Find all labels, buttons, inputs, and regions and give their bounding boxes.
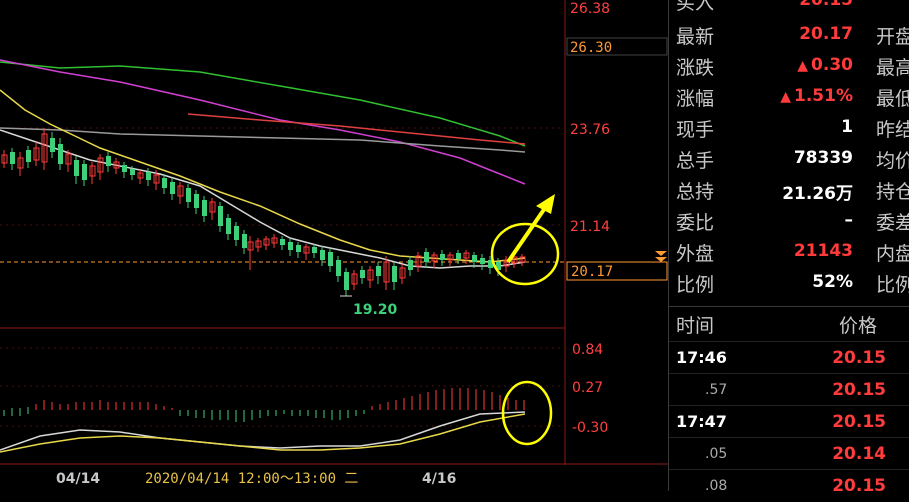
quote-label-open: 开盘 [876, 26, 909, 48]
quote-row-ratio: 比例 52% 比例 [669, 268, 909, 299]
quote-value-total-hand: 78339 [793, 148, 853, 168]
tick-price: 20.15 [832, 476, 886, 496]
quote-row-total-hand: 总手 78339 均价 [669, 144, 909, 175]
time-axis-cursor-time: 2020/04/14 12:00～13:00 二 [145, 471, 358, 487]
quote-row-open-interest: 总持 21.26万 持仓 [669, 175, 909, 206]
macd-axis-level-1: 0.84 [572, 342, 603, 358]
up-right-arrow-icon [506, 194, 555, 264]
quote-label-low: 最低 [876, 88, 909, 110]
quote-row-current-hand: 现手 1 昨结 [669, 113, 909, 144]
quote-label-ratio-right: 比例 [876, 274, 909, 296]
quote-label-change: 涨跌 [676, 57, 715, 79]
double-chevron-down-icon [655, 251, 667, 262]
quote-label-current-hand: 现手 [676, 119, 715, 141]
quote-label-inner: 内盘 [876, 243, 909, 265]
quote-value-outer: 21143 [793, 241, 853, 261]
quote-label-outer: 外盘 [676, 243, 715, 265]
quote-row-change-pct: 涨幅 ▲ 1.51% 最低 [669, 82, 909, 113]
price-axis-top: 26.38 [570, 1, 610, 17]
tick-row[interactable]: .08 20.15 [669, 469, 909, 502]
time-axis-strip [0, 465, 668, 490]
tick-row[interactable]: 17:46 20.15 [669, 341, 909, 374]
quote-value-change-pct: ▲ 1.51% [780, 86, 853, 106]
tick-price: 20.14 [832, 444, 886, 464]
macd-histogram [3, 388, 525, 422]
quote-row-outer: 外盘 21143 内盘 [669, 237, 909, 268]
tick-list-header: 时间 价格 [669, 307, 909, 340]
quote-value-ratio: 52% [812, 272, 853, 292]
low-price-label: 19.20 [353, 302, 398, 318]
ma-magenta-line [0, 59, 526, 185]
tick-list[interactable]: 时间 价格 17:46 20.15 .57 20.15 17:47 20.15 … [668, 306, 909, 496]
quote-row-latest: 最新 20.17 开盘 [669, 20, 909, 51]
price-max-box [566, 37, 668, 56]
ma-red-line [187, 113, 526, 145]
quote-label-order-ratio: 委比 [676, 212, 715, 234]
quote-label-top: 买入 [676, 0, 715, 14]
change-amount: 0.30 [811, 55, 853, 75]
candles [1, 128, 526, 297]
quote-label-prev-settle: 昨结 [876, 119, 909, 141]
quote-value-open-interest: 21.26万 [782, 184, 853, 204]
macd-axis-level-3: -0.30 [572, 420, 608, 436]
quote-label-position: 持仓 [876, 181, 909, 203]
quote-value-latest: 20.17 [799, 24, 853, 44]
highlight-circle-price [490, 222, 560, 286]
tick-price: 20.15 [832, 348, 886, 368]
current-price-box [566, 261, 668, 281]
quote-label-order-diff: 委差 [876, 212, 909, 234]
change-pct: 1.51% [794, 86, 853, 106]
quote-label-change-pct: 涨幅 [676, 88, 715, 110]
quote-label-high: 最高 [876, 57, 909, 79]
tick-time: .05 [705, 446, 728, 462]
time-axis-left-date: 04/14 [56, 471, 100, 487]
price-max-value: 26.30 [570, 40, 612, 56]
up-arrow-icon: ▲ [797, 58, 809, 74]
ma-grey-line [0, 127, 526, 153]
tick-header-price: 价格 [839, 315, 878, 337]
quote-row-order-ratio: 委比 – 委差 [669, 206, 909, 237]
time-axis-right-date: 4/16 [422, 471, 456, 487]
candlestick-chart[interactable]: 26.38 26.30 23.76 21.14 20.17 19.20 0.84… [0, 0, 668, 490]
tick-time: 17:46 [676, 348, 727, 367]
tick-time: .08 [705, 478, 728, 494]
quote-value-top: 20.15 [799, 0, 853, 10]
tick-time: 17:47 [676, 412, 727, 431]
up-arrow-icon: ▲ [780, 89, 792, 105]
tick-time: .57 [705, 382, 728, 398]
tick-row[interactable]: 17:47 20.15 [669, 405, 909, 438]
price-axis-level-3: 21.14 [570, 219, 610, 235]
quote-label-open-interest: 总持 [676, 181, 715, 203]
quote-row-top: 买入 20.15 [669, 0, 909, 17]
quote-panel: 买入 20.15 最新 20.17 开盘 涨跌 ▲ 0.30 最高 涨幅 ▲ 1.5… [668, 0, 909, 306]
price-axis-level-2: 23.76 [570, 122, 610, 138]
tick-price: 20.15 [832, 380, 886, 400]
tick-row[interactable]: .57 20.15 [669, 373, 909, 406]
quote-value-order-ratio: – [844, 210, 854, 230]
quote-label-latest: 最新 [676, 26, 715, 48]
tick-price: 20.15 [832, 412, 886, 432]
quote-row-change: 涨跌 ▲ 0.30 最高 [669, 51, 909, 82]
macd-dea-line [0, 413, 526, 453]
quote-value-change: ▲ 0.30 [797, 55, 853, 75]
macd-dif-line [0, 411, 526, 451]
tick-header-time: 时间 [676, 315, 715, 337]
current-price-value: 20.17 [571, 264, 613, 280]
quote-label-total-hand: 总手 [676, 150, 715, 172]
highlight-circle-macd [501, 380, 553, 446]
tick-row[interactable]: .05 20.14 [669, 437, 909, 470]
ma-green-line [0, 61, 526, 147]
quote-label-avg-price: 均价 [876, 150, 909, 172]
quote-value-current-hand: 1 [841, 117, 853, 137]
ma-white-line [0, 129, 526, 269]
macd-axis-level-2: 0.27 [572, 380, 603, 396]
quote-label-ratio: 比例 [676, 274, 715, 296]
